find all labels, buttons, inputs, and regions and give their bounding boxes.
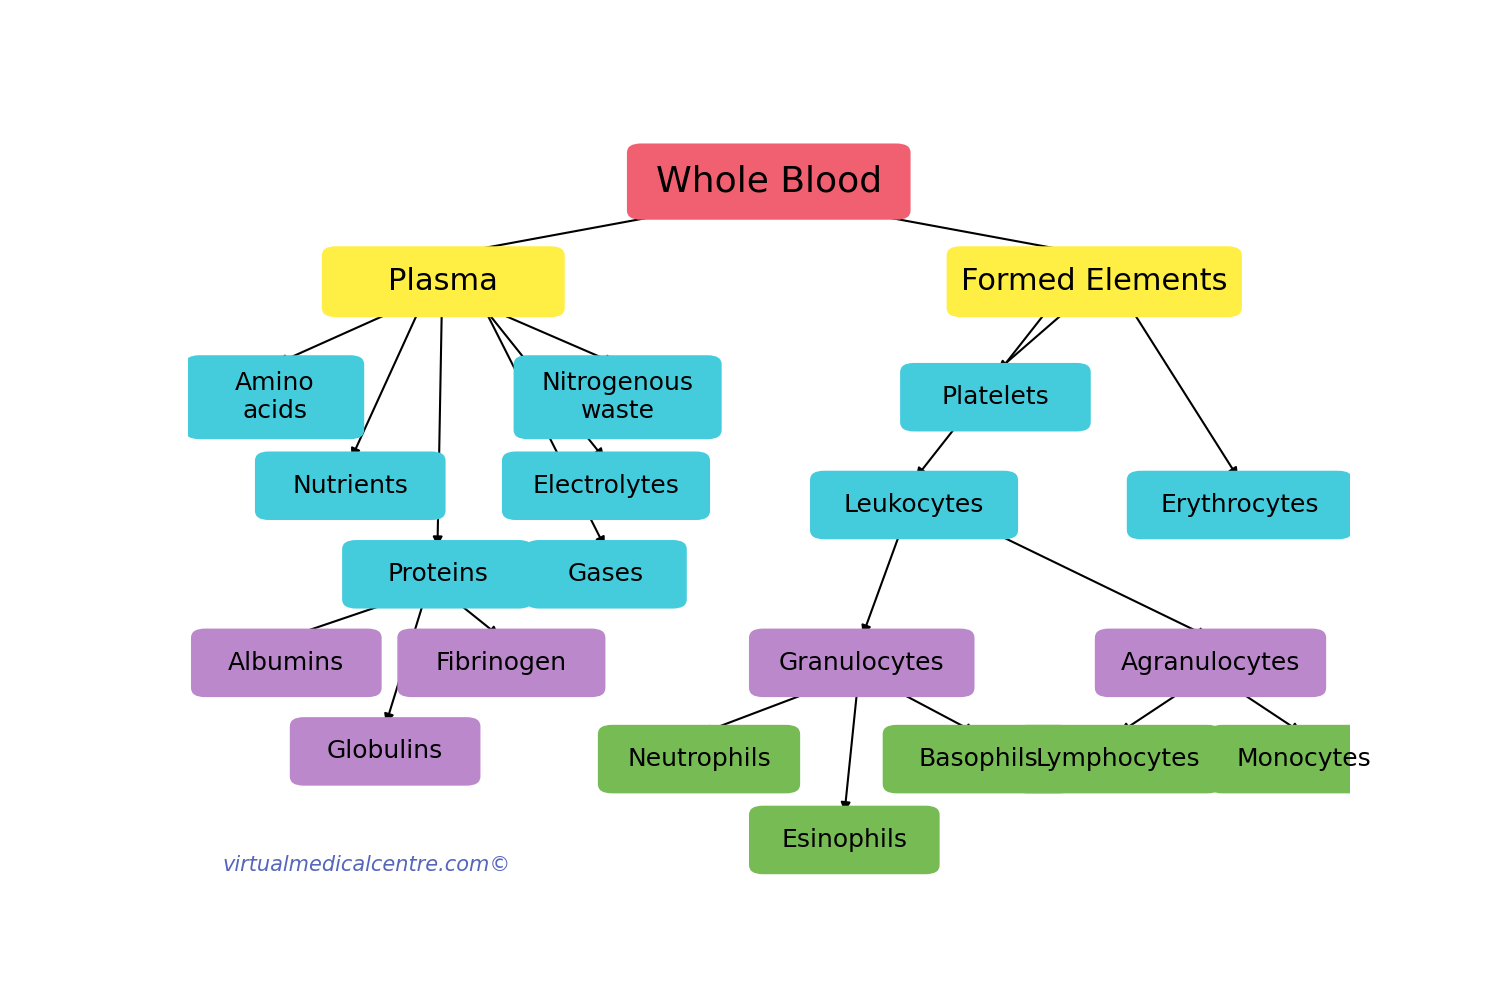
Text: Albumins: Albumins [228, 651, 345, 675]
FancyBboxPatch shape [190, 629, 381, 697]
FancyBboxPatch shape [342, 540, 532, 609]
Text: Electrolytes: Electrolytes [532, 474, 680, 498]
Text: Basophils: Basophils [918, 747, 1038, 771]
Text: Granulocytes: Granulocytes [778, 651, 945, 675]
FancyBboxPatch shape [1126, 471, 1353, 539]
FancyBboxPatch shape [810, 471, 1018, 539]
FancyBboxPatch shape [503, 451, 710, 520]
FancyBboxPatch shape [748, 629, 975, 697]
Text: Nitrogenous
waste: Nitrogenous waste [542, 371, 693, 423]
Text: Whole Blood: Whole Blood [656, 165, 882, 199]
FancyBboxPatch shape [525, 540, 687, 609]
Text: Plasma: Plasma [388, 267, 498, 296]
FancyBboxPatch shape [598, 725, 800, 793]
Text: Agranulocytes: Agranulocytes [1120, 651, 1300, 675]
Text: Amino
acids: Amino acids [236, 371, 315, 423]
Text: Esinophils: Esinophils [782, 828, 908, 852]
Text: Globulins: Globulins [327, 739, 444, 763]
FancyBboxPatch shape [1014, 725, 1221, 793]
FancyBboxPatch shape [882, 725, 1074, 793]
FancyBboxPatch shape [322, 246, 564, 317]
FancyBboxPatch shape [184, 355, 364, 439]
FancyBboxPatch shape [900, 363, 1090, 431]
Text: Nutrients: Nutrients [292, 474, 408, 498]
FancyBboxPatch shape [748, 806, 939, 874]
Text: Leukocytes: Leukocytes [844, 493, 984, 517]
Text: Formed Elements: Formed Elements [962, 267, 1227, 296]
Text: Lymphocytes: Lymphocytes [1035, 747, 1200, 771]
Text: Fibrinogen: Fibrinogen [436, 651, 567, 675]
Text: Erythrocytes: Erythrocytes [1161, 493, 1318, 517]
Text: Gases: Gases [568, 562, 644, 586]
FancyBboxPatch shape [1095, 629, 1326, 697]
FancyBboxPatch shape [627, 143, 910, 220]
FancyBboxPatch shape [398, 629, 606, 697]
Text: virtualmedicalcentre.com©: virtualmedicalcentre.com© [222, 855, 510, 875]
Text: Platelets: Platelets [942, 385, 1050, 409]
FancyBboxPatch shape [1208, 725, 1400, 793]
FancyBboxPatch shape [290, 717, 480, 786]
FancyBboxPatch shape [255, 451, 446, 520]
Text: Monocytes: Monocytes [1236, 747, 1371, 771]
FancyBboxPatch shape [946, 246, 1242, 317]
FancyBboxPatch shape [513, 355, 722, 439]
Text: Neutrophils: Neutrophils [627, 747, 771, 771]
Text: Proteins: Proteins [387, 562, 488, 586]
